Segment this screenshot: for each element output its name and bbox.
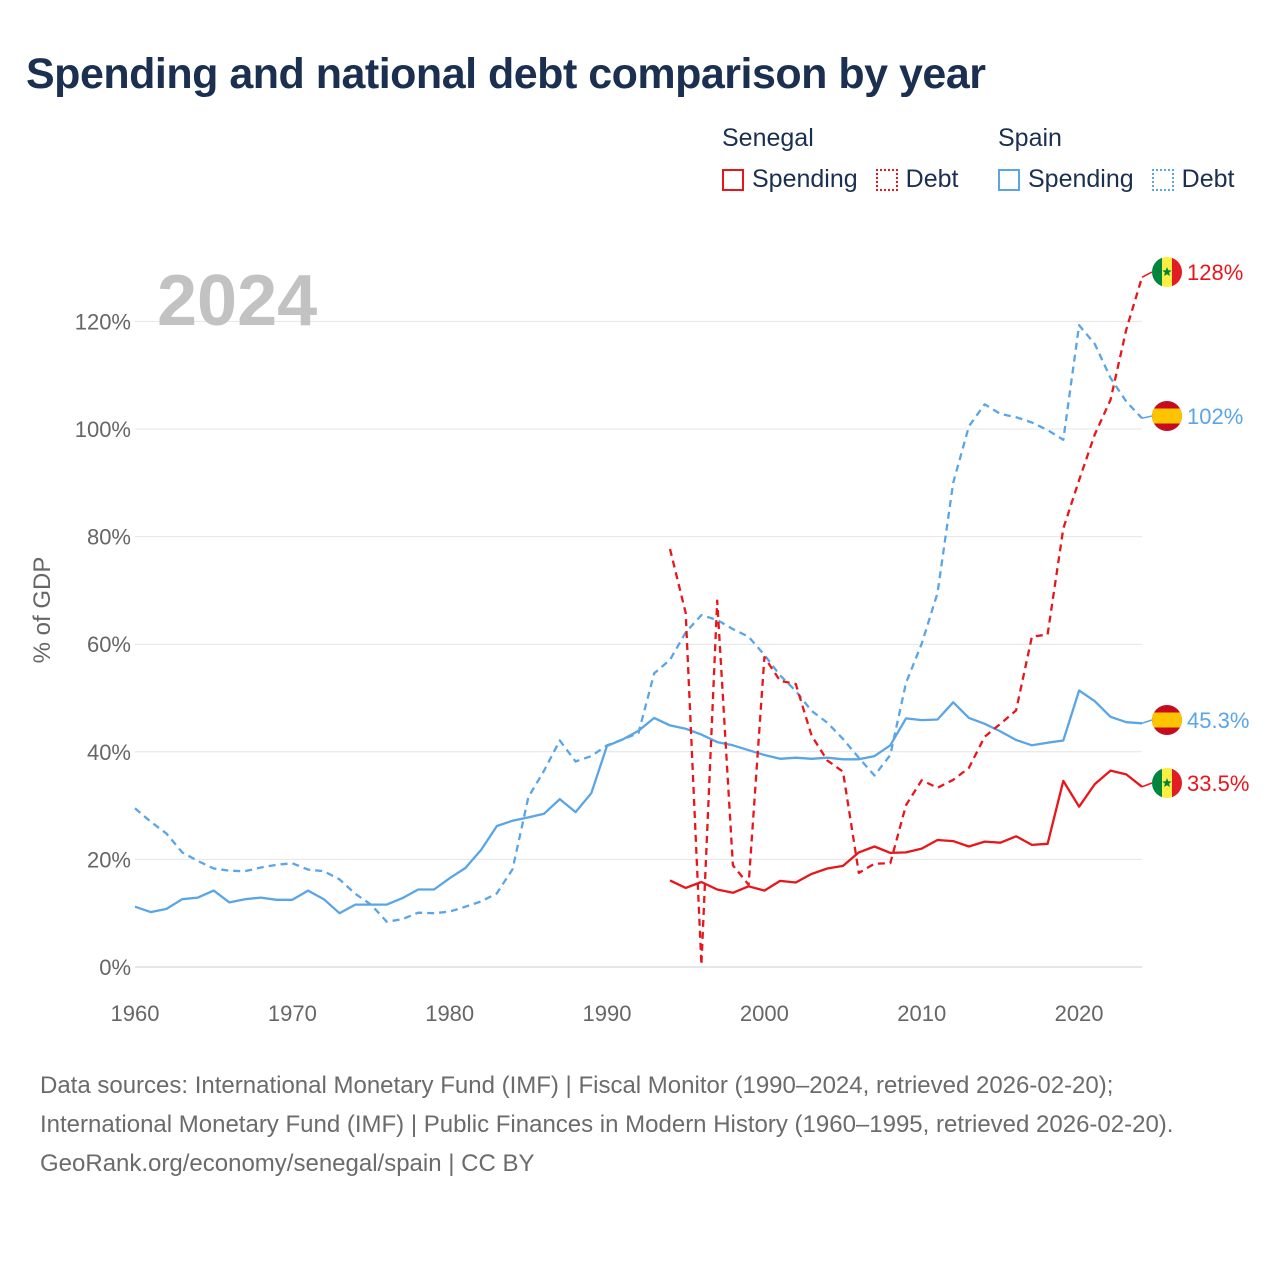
legend-swatch-solid: [998, 168, 1020, 191]
x-tick-label: 2020: [1055, 1001, 1104, 1026]
end-value-label: 45.3%: [1187, 708, 1249, 733]
end-markers: 45.3% 102% 33.5% 128%: [1141, 257, 1249, 798]
x-tick-label: 2010: [897, 1001, 946, 1026]
legend-swatch-dotted: [1151, 168, 1174, 191]
x-tick-label: 1970: [268, 1001, 317, 1026]
y-tick-label: 80%: [87, 525, 131, 550]
end-value-label: 33.5%: [1187, 771, 1249, 796]
y-tick-label: 40%: [87, 740, 131, 765]
senegal-flag-icon: [1152, 768, 1182, 798]
x-axis: 1960 1970 1980 1990 2000 2010 2020: [111, 1001, 1104, 1026]
legend-swatch-dotted: [875, 168, 898, 191]
gridlines: [135, 320, 1142, 968]
series-line-spain-debt[interactable]: [134, 324, 1143, 923]
spain-flag-icon: [1152, 705, 1182, 735]
footer: Data sources: International Monetary Fun…: [40, 1066, 1240, 1183]
legend-label: Spending: [1028, 165, 1134, 193]
x-tick-label: 1960: [111, 1001, 160, 1026]
end-connector: [1141, 271, 1153, 278]
y-tick-label: 0%: [99, 955, 131, 980]
legend-item-spain-spending[interactable]: Spending: [998, 165, 1134, 194]
y-tick-label: 20%: [87, 847, 131, 872]
legend-item-senegal-debt[interactable]: Debt: [875, 165, 959, 194]
senegal-flag-icon: [1152, 257, 1182, 287]
x-tick-label: 1980: [425, 1001, 474, 1026]
y-axis-title: % of GDP: [29, 557, 56, 664]
chart-title: Spending and national debt comparison by…: [26, 50, 986, 98]
end-value-label: 128%: [1187, 260, 1243, 285]
series-line-senegal-debt[interactable]: [668, 276, 1144, 966]
legend-label: Spending: [752, 165, 858, 193]
legend-group-title: Senegal: [722, 124, 814, 152]
legend-group-title: Spain: [998, 124, 1062, 152]
spain-flag-icon: [1152, 401, 1182, 431]
data-sources: Data sources: International Monetary Fun…: [40, 1072, 1174, 1138]
end-connector: [1141, 719, 1153, 724]
credit-line[interactable]: GeoRank.org/economy/senegal/spain | CC B…: [40, 1150, 535, 1177]
end-value-label: 102%: [1187, 404, 1243, 429]
y-axis: 0% 20% 40% 60% 80% 100% 120%: [75, 309, 131, 980]
series-line-senegal-spending[interactable]: [669, 769, 1143, 894]
legend-label: Debt: [1181, 165, 1235, 193]
x-tick-label: 1990: [583, 1001, 632, 1026]
x-tick-label: 2000: [740, 1001, 789, 1026]
line-chart: 2024 0% 20% 40% 60% 80% 100% 120% 1960 1970 1980…: [29, 257, 1249, 1026]
legend-item-spain-debt[interactable]: Debt: [1151, 165, 1235, 194]
y-tick-label: 120%: [75, 309, 131, 334]
y-tick-label: 60%: [87, 632, 131, 657]
series-line-spain-spending[interactable]: [134, 689, 1143, 915]
legend-label: Debt: [905, 165, 959, 193]
end-connector: [1141, 782, 1153, 788]
legend-item-senegal-spending[interactable]: Spending: [722, 165, 858, 194]
legend-group-senegal: Senegal Spending Debt: [722, 124, 976, 194]
y-tick-label: 100%: [75, 417, 131, 442]
end-connector: [1141, 415, 1153, 419]
legend-group-spain: Spain Spending Debt: [998, 124, 1252, 194]
legend-swatch-solid: [722, 168, 744, 191]
year-watermark: 2024: [157, 261, 317, 341]
series-lines: [134, 276, 1144, 966]
